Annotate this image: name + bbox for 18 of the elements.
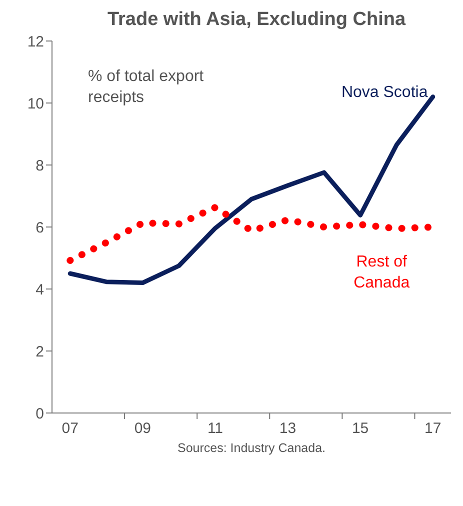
chart-title: Trade with Asia, Excluding China [106, 8, 406, 31]
x-tick-label: 17 [424, 420, 442, 437]
x-tick-label: 13 [279, 420, 296, 437]
x-tick-label: 15 [352, 420, 369, 437]
x-tick-label: 07 [62, 420, 78, 437]
y-tick-label: 0 [36, 405, 44, 422]
source-note: Sources: Industry Canada. [176, 441, 326, 455]
series-label: Nova Scotia [341, 84, 428, 101]
series-label: Rest of Canada [354, 254, 410, 292]
x-tick-label: 11 [207, 420, 224, 437]
x-tick-label: 09 [134, 420, 152, 437]
y-tick-label: 4 [36, 281, 44, 298]
y-tick-label: 10 [27, 95, 44, 112]
y-axis-title: % of total export receipts [88, 67, 205, 108]
y-tick-label: 8 [36, 157, 44, 174]
y-tick-label: 2 [36, 343, 44, 360]
y-tick-label: 6 [36, 219, 44, 236]
y-tick-label: 12 [27, 33, 44, 50]
